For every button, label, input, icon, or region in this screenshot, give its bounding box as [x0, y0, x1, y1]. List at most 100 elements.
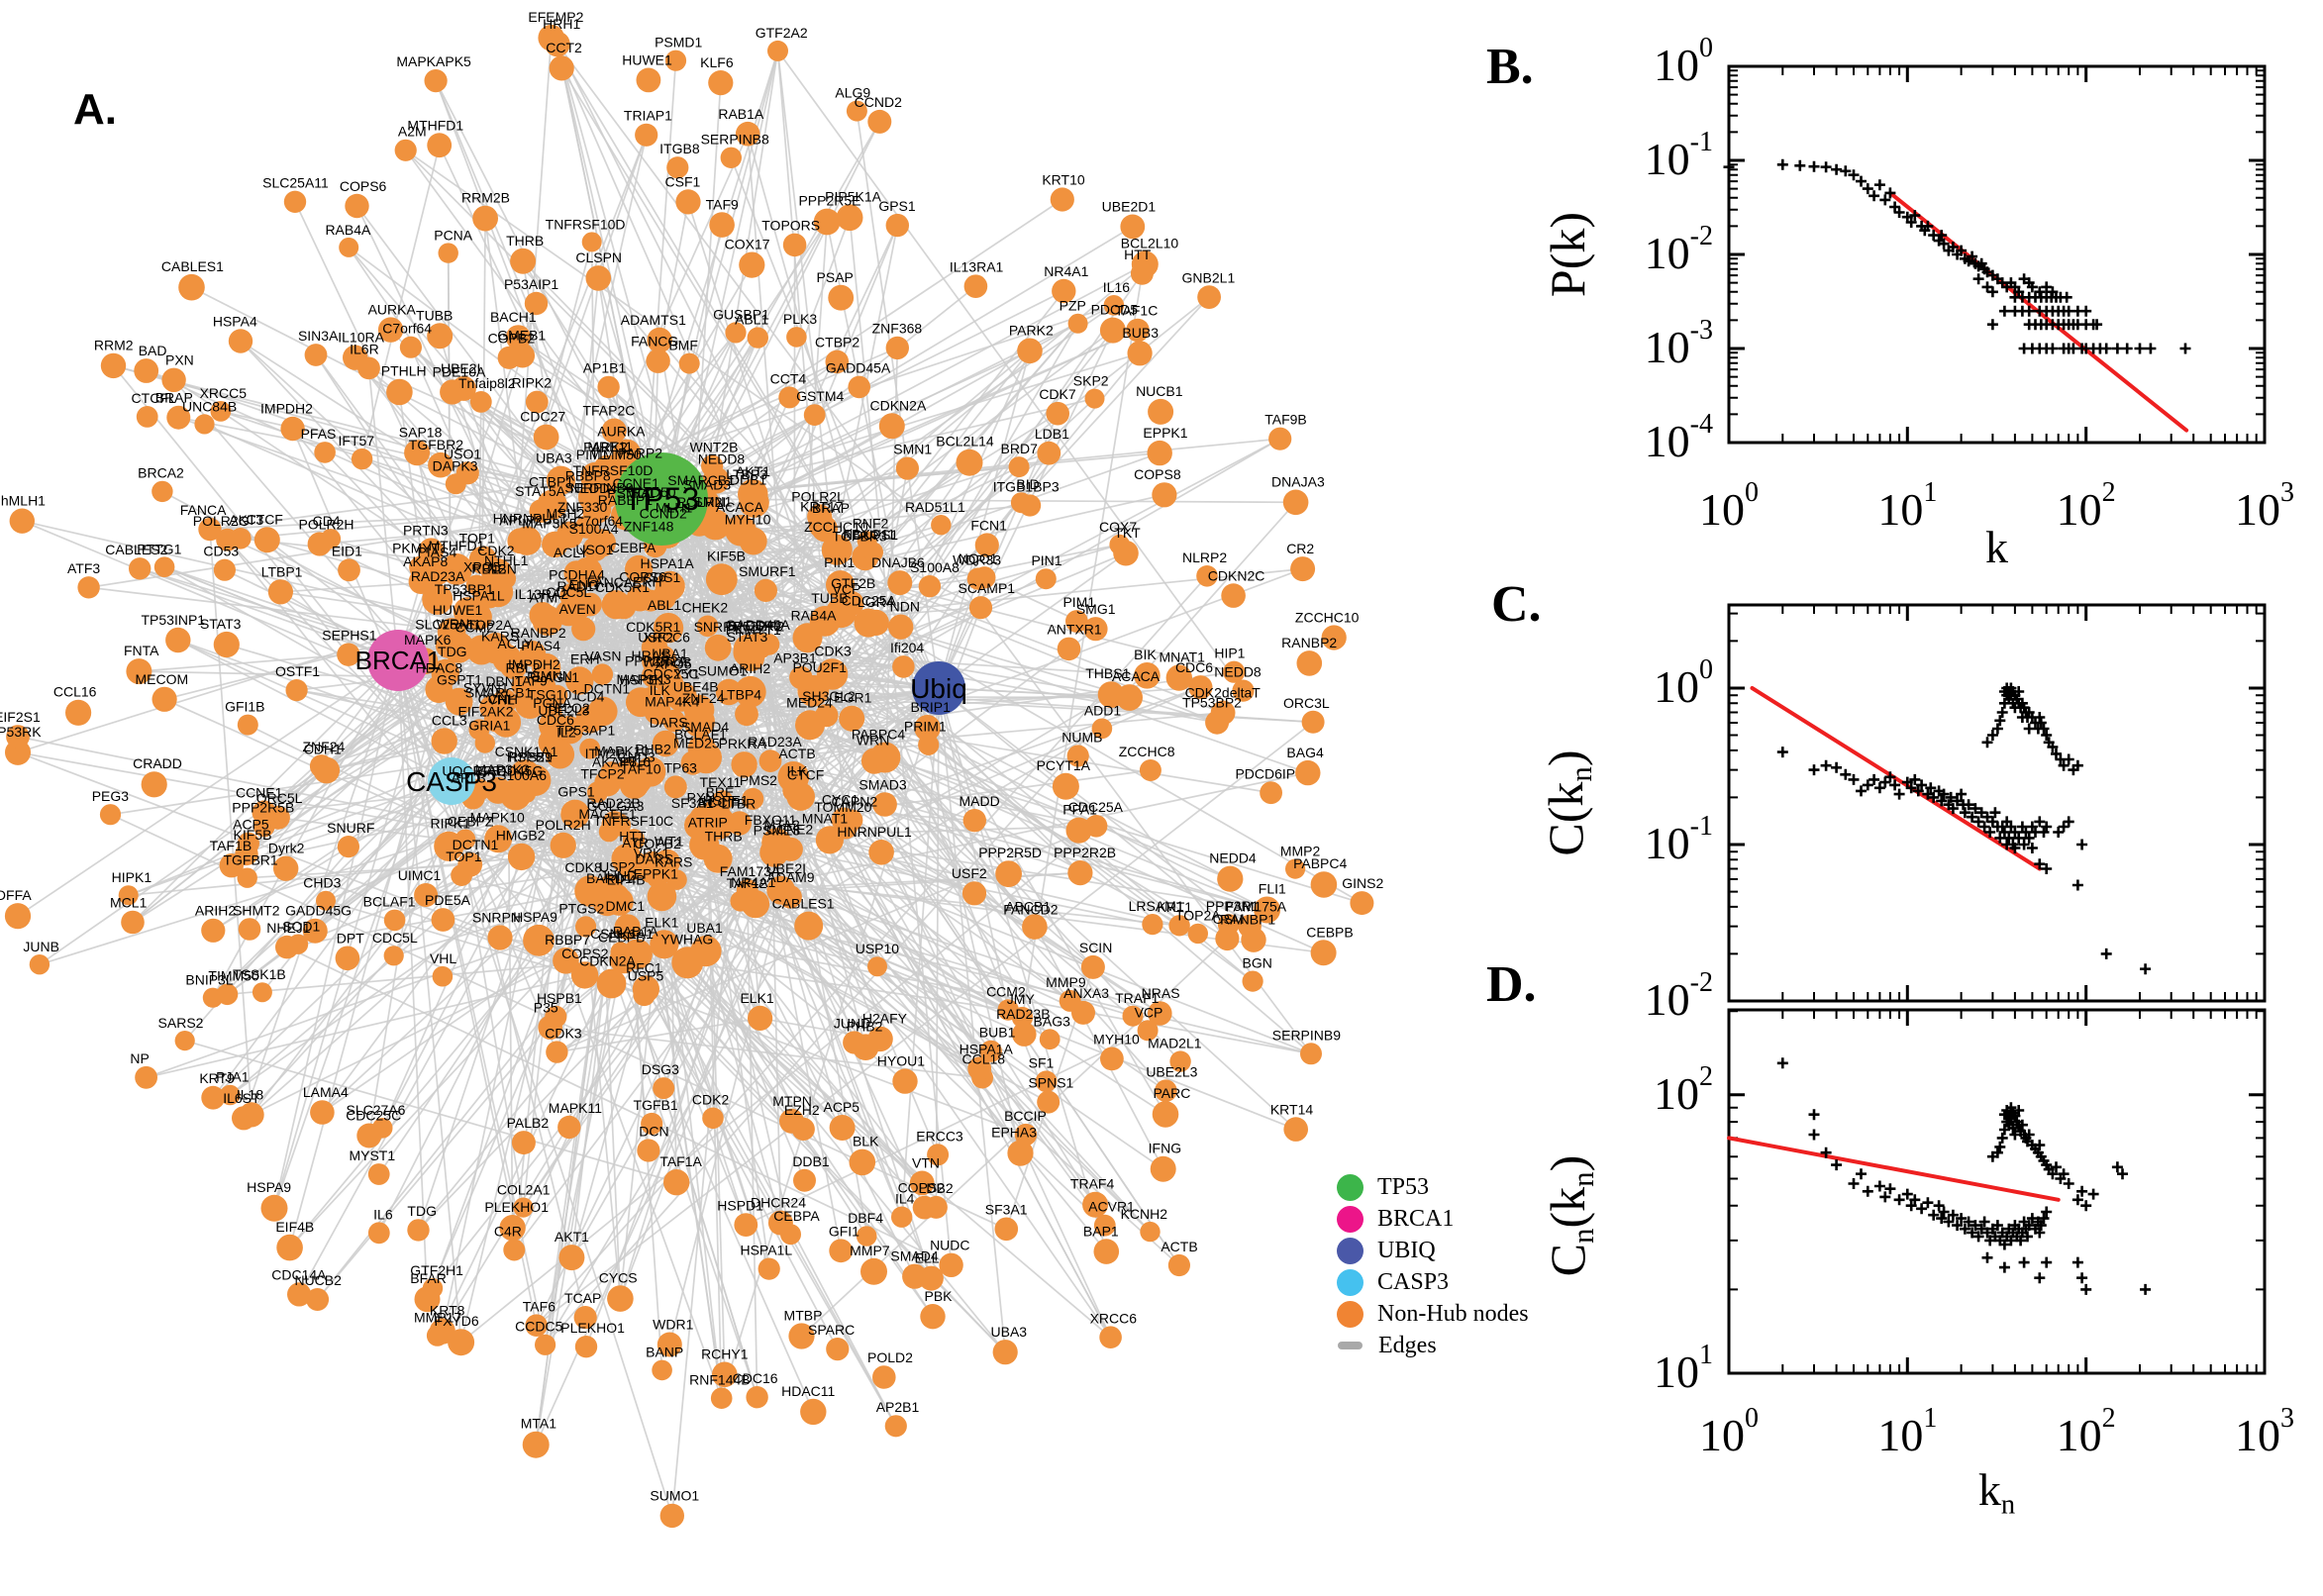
node-label: UIMC1	[398, 867, 442, 883]
node-label: VRK1	[634, 846, 670, 861]
node-label: LAMA4	[303, 1084, 349, 1100]
network-node	[574, 1336, 598, 1358]
node-label: RAD51L1	[905, 499, 965, 515]
network-node	[399, 336, 422, 358]
node-label: FAM173A	[720, 863, 781, 879]
network-node	[1103, 295, 1125, 316]
network-edge	[698, 522, 1254, 982]
network-node	[1217, 865, 1244, 892]
node-label: P35	[534, 999, 558, 1015]
network-node	[678, 352, 700, 374]
node-label: TRIAP1	[624, 108, 672, 124]
network-node	[4, 903, 32, 930]
network-edge	[747, 771, 1308, 891]
network-node	[1282, 489, 1309, 516]
node-label: TP53BP1	[435, 581, 494, 597]
network-node	[582, 536, 608, 561]
node-label: GSTM4	[796, 388, 844, 404]
network-node	[956, 449, 983, 476]
network-node	[565, 666, 594, 695]
node-label: CCNE2	[766, 822, 814, 838]
network-node	[731, 751, 758, 778]
network-node	[710, 1387, 733, 1409]
node-label: RBL2	[471, 561, 506, 577]
node-label: XRCC5	[200, 385, 248, 401]
network-edge	[212, 659, 399, 999]
node-label: HSPA4	[213, 313, 257, 329]
network-node	[339, 237, 359, 257]
network-node	[598, 874, 623, 899]
network-node	[1232, 679, 1255, 702]
network-node	[1012, 1022, 1037, 1047]
network-edge	[296, 689, 480, 731]
network-node	[891, 1206, 913, 1228]
network-node	[152, 686, 177, 712]
network-node	[302, 918, 328, 944]
network-node	[664, 50, 687, 71]
network-edge	[556, 1017, 760, 1053]
network-edge	[513, 845, 705, 1250]
node-label: SCAMP1	[959, 580, 1016, 596]
network-node	[367, 1163, 390, 1185]
network-node	[570, 961, 599, 989]
network-node	[663, 775, 687, 799]
network-node	[652, 1359, 672, 1381]
node-label: WT1	[655, 834, 684, 849]
network-node	[742, 787, 764, 810]
network-node	[848, 375, 870, 399]
node-label: MRE11	[587, 439, 633, 454]
network-node	[1050, 187, 1074, 212]
node-label: CTCFL	[132, 390, 176, 406]
x-axis-label: k	[1985, 522, 2008, 572]
node-label: EFEMP2	[528, 9, 583, 25]
node-label: PRKRA	[719, 736, 767, 751]
node-label: S100A6	[497, 767, 547, 783]
node-label: LTBP4	[720, 686, 761, 702]
node-label: GINS2	[1342, 875, 1383, 891]
network-node	[666, 681, 697, 712]
network-edge	[790, 848, 878, 967]
node-label: APLP2	[499, 512, 543, 528]
node-label: SLC27A6	[347, 1102, 406, 1118]
network-node	[1300, 1043, 1322, 1065]
node-label: CD4	[576, 689, 604, 705]
network-node	[252, 800, 276, 825]
network-node	[1137, 1020, 1159, 1042]
panel-d-label: D.	[1486, 956, 1537, 1013]
node-label: TOMM20	[814, 799, 871, 815]
node-label: RRM2	[94, 338, 134, 353]
network-node	[220, 1084, 241, 1106]
node-label: ILK	[650, 682, 671, 698]
node-label: MAPK11	[549, 1100, 602, 1116]
node-label: RNF2	[853, 515, 889, 531]
network-node	[725, 322, 747, 344]
network-node	[556, 716, 582, 743]
network-node	[165, 627, 191, 653]
network-node	[739, 482, 763, 507]
node-label: IFNG	[1149, 1141, 1181, 1156]
node-label: FANCD2	[1003, 901, 1058, 917]
node-label: PMS2	[740, 772, 777, 788]
node-label: C7orf64	[573, 513, 623, 529]
network-node	[622, 829, 646, 851]
network-node	[545, 1005, 567, 1028]
node-label: FAM175A	[1226, 899, 1287, 915]
network-edge	[703, 296, 1210, 846]
node-label: YWHAG	[660, 931, 713, 947]
node-label: CEBPB	[598, 930, 645, 946]
tick-label: 101	[1654, 1340, 1713, 1397]
node-label: PARC	[1153, 1085, 1190, 1101]
node-label: KLF6	[700, 54, 734, 70]
node-label: KARS	[481, 629, 519, 645]
node-label: PLK3	[783, 311, 817, 327]
node-label: RFC1	[626, 959, 662, 975]
node-label: TOP1	[459, 531, 496, 547]
node-label: ARIH2	[730, 660, 770, 676]
legend-label: CASP3	[1377, 1268, 1450, 1295]
node-label: CTBP2	[815, 335, 859, 350]
chart-B: 100 10-1 10-2 10-3 10-4 100 101 102 103 k P(k)	[1540, 33, 2294, 572]
network-node	[778, 386, 801, 409]
network-node	[607, 1285, 634, 1312]
node-label: BID	[1016, 476, 1039, 492]
node-label: UQCRFS1	[442, 763, 508, 779]
